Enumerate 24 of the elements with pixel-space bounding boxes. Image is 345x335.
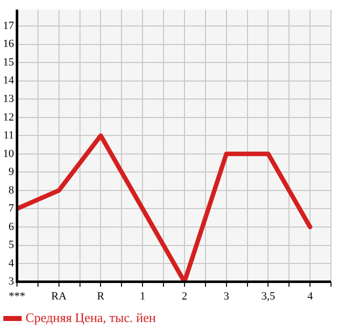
- x-tick-label: 3,5: [261, 290, 276, 302]
- x-tick-label: R: [97, 290, 106, 302]
- y-tick-label: 3: [8, 276, 14, 288]
- y-tick-label: 13: [3, 93, 14, 106]
- y-tick-label: 5: [8, 239, 14, 252]
- y-tick-label: 15: [3, 56, 14, 68]
- x-tick-label: 4: [307, 290, 314, 302]
- y-tick-label: 8: [8, 184, 14, 196]
- legend-label: Средняя Цена, тыс. йен: [26, 310, 156, 325]
- y-tick-label: 10: [3, 148, 14, 160]
- x-tick-label: RA: [51, 290, 67, 302]
- y-tick-label: 6: [8, 220, 14, 233]
- x-tick-label: 3: [224, 290, 230, 302]
- y-tick-label: 4: [8, 257, 14, 270]
- x-tick-label: 1: [140, 290, 146, 302]
- y-tick-label: 17: [3, 20, 14, 32]
- y-tick-label: 12: [3, 111, 14, 124]
- y-tick-label: 9: [8, 166, 14, 178]
- y-tick-label: 11: [3, 130, 14, 142]
- y-tick-label: 7: [8, 202, 14, 215]
- x-tick-label: 2: [182, 290, 188, 302]
- y-tick-label: 14: [3, 74, 14, 87]
- y-tick-label: 16: [3, 38, 14, 50]
- x-tick-label: ***: [8, 290, 26, 302]
